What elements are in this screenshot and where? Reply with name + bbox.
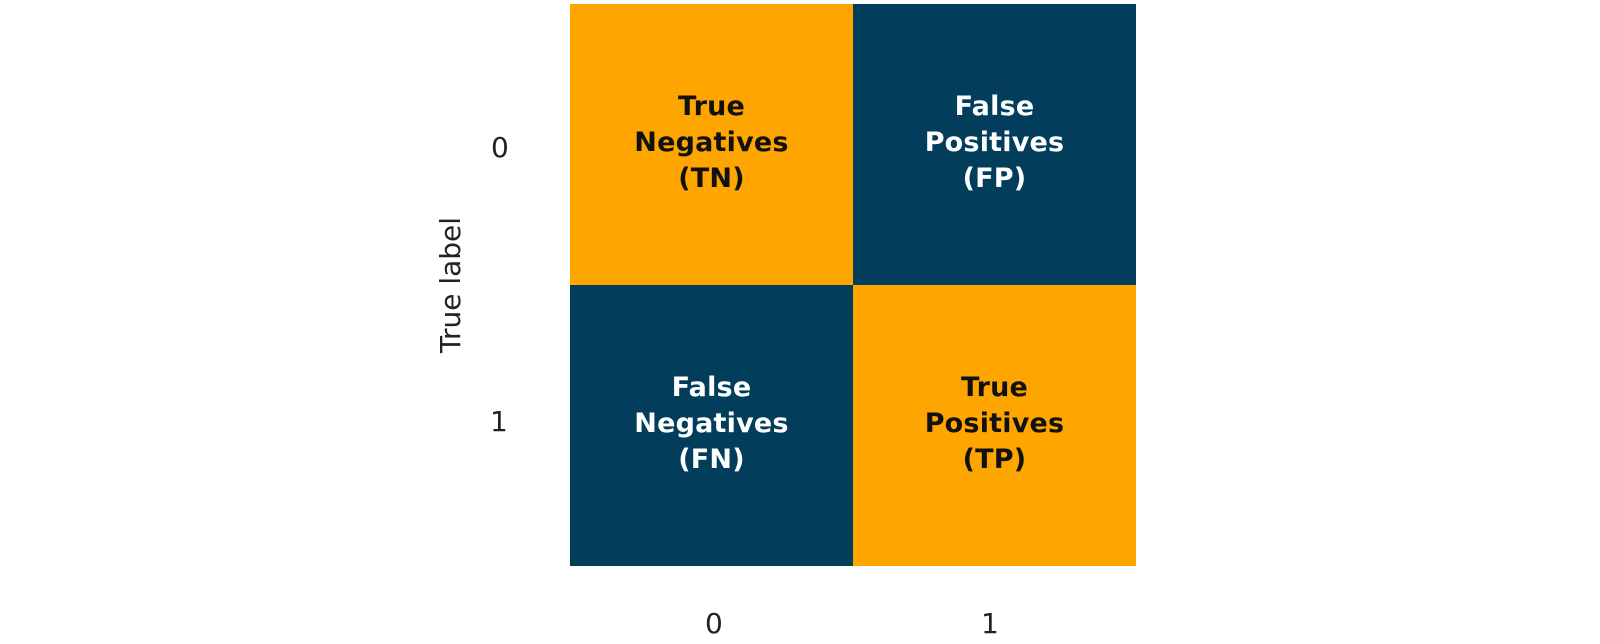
- cell-tn-line-3: (TN): [678, 162, 745, 194]
- y-axis-label: True label: [434, 216, 467, 354]
- y-tick-1: 1: [490, 405, 508, 438]
- matrix-grid: True Negatives (TN) False Positives (FP)…: [570, 4, 1136, 566]
- cell-false-positives: False Positives (FP): [853, 4, 1136, 285]
- cell-fn-line-3: (FN): [678, 443, 745, 475]
- cell-fn-line-1: False: [671, 371, 752, 403]
- cell-true-negatives: True Negatives (TN): [570, 4, 853, 285]
- cell-fn-line-2: Negatives: [634, 407, 789, 439]
- cell-fp-line-3: (FP): [962, 162, 1027, 194]
- x-tick-0: 0: [705, 607, 723, 640]
- cell-tp-line-3: (TP): [962, 443, 1027, 475]
- cell-false-negatives: False Negatives (FN): [570, 285, 853, 566]
- cell-true-positives: True Positives (TP): [853, 285, 1136, 566]
- cell-tn-line-2: Negatives: [634, 126, 789, 158]
- x-tick-1: 1: [981, 607, 999, 640]
- cell-tp-line-1: True: [960, 371, 1029, 403]
- cell-tn-line-1: True: [677, 90, 746, 122]
- cell-fp-line-1: False: [954, 90, 1035, 122]
- y-tick-0: 0: [491, 131, 509, 164]
- cell-fp-line-2: Positives: [924, 126, 1065, 158]
- cell-tp-line-2: Positives: [924, 407, 1065, 439]
